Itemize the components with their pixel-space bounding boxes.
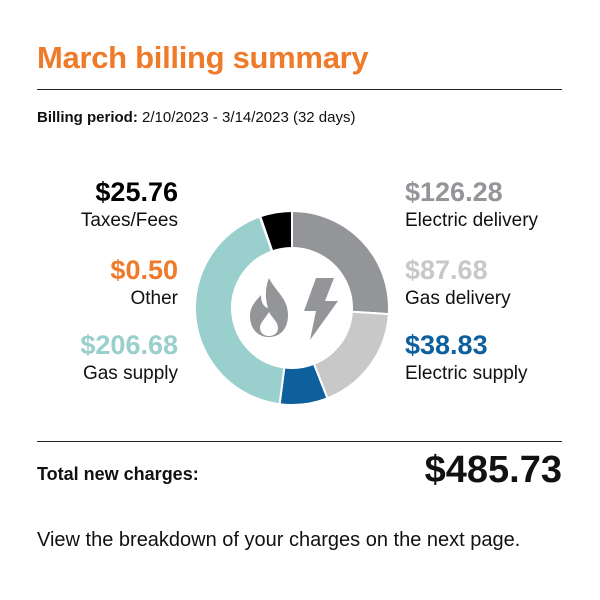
legend-item-gas-supply: $206.68 Gas supply: [80, 329, 178, 387]
total-label: Total new charges:: [37, 464, 199, 484]
charges-donut-chart: [194, 209, 390, 406]
electric-supply-amount: $38.83: [405, 330, 488, 360]
legend-item-electric-delivery: $126.28 Electric delivery: [405, 176, 538, 234]
flame-icon: [250, 278, 288, 337]
gas-supply-amount: $206.68: [80, 330, 178, 360]
slice-gas-delivery: [312, 310, 390, 400]
slice-gas-supply: [194, 215, 286, 406]
taxes-fees-amount: $25.76: [95, 177, 178, 207]
other-amount: $0.50: [110, 255, 178, 285]
footer-note: View the breakdown of your charges on th…: [37, 529, 521, 551]
gas-supply-label: Gas supply: [82, 363, 178, 384]
lightning-bolt-icon: [304, 278, 338, 340]
gas-delivery-label: Gas delivery: [405, 288, 511, 309]
slice-electric-delivery: [291, 209, 390, 316]
page-title: March billing summary: [37, 40, 369, 75]
legend-item-other: $0.50 Other: [110, 254, 178, 312]
other-label: Other: [130, 288, 178, 309]
billing-period-value: 2/10/2023 - 3/14/2023 (32 days): [142, 109, 356, 126]
billing-period: Billing period: 2/10/2023 - 3/14/2023 (3…: [37, 109, 356, 126]
legend-item-gas-delivery: $87.68 Gas delivery: [405, 254, 511, 312]
billing-period-label: Billing period:: [37, 109, 138, 126]
electric-delivery-label: Electric delivery: [405, 210, 539, 231]
electric-delivery-amount: $126.28: [405, 177, 503, 207]
title-divider: [37, 89, 562, 90]
slice-taxes-fees: [259, 209, 293, 253]
total-amount: $485.73: [424, 449, 562, 491]
taxes-fees-label: Taxes/Fees: [80, 210, 178, 231]
donut-slices: [194, 209, 390, 406]
total-divider: [37, 441, 562, 442]
gas-delivery-amount: $87.68: [405, 255, 488, 285]
legend-item-taxes-fees: $25.76 Taxes/Fees: [81, 176, 178, 234]
legend-item-electric-supply: $38.83 Electric supply: [405, 329, 528, 387]
electric-supply-label: Electric supply: [405, 363, 528, 384]
